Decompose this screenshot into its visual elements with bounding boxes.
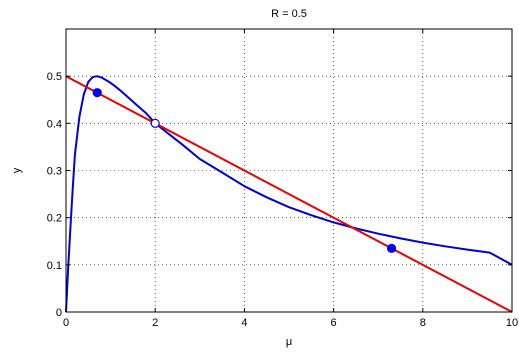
x-tick-label: 8: [420, 317, 426, 329]
series-line-1: [65, 75, 513, 313]
y-tick-label: 0.1: [47, 260, 62, 272]
y-tick-label: 0: [56, 307, 62, 319]
x-tick-label: 4: [241, 317, 247, 329]
ticks: 0 2 4 6 8 10 0 0.1 0.2 0.3 0.4 0.5: [47, 29, 518, 329]
y-axis-label: y: [11, 167, 23, 173]
intersection-point-3: [386, 243, 397, 253]
y-tick-label: 0.4: [47, 118, 62, 130]
grid: [66, 29, 512, 312]
chart-title: R = 0.5: [271, 8, 307, 20]
y-tick-label: 0.2: [47, 213, 62, 225]
intersection-point-2: [150, 118, 160, 128]
y-tick-label: 0.5: [47, 71, 62, 83]
x-tick-label: 2: [152, 317, 158, 329]
marker-layer: [92, 88, 397, 253]
series-line-2: [65, 75, 513, 313]
plot-frame: [65, 28, 513, 313]
intersection-point-1: [92, 88, 102, 98]
x-tick-label: 6: [331, 317, 337, 329]
x-tick-label: 0: [63, 317, 69, 329]
series-layer: [65, 75, 513, 313]
x-axis-label: μ: [286, 336, 292, 348]
y-tick-label: 0.3: [47, 166, 62, 178]
x-tick-label: 10: [506, 317, 518, 329]
